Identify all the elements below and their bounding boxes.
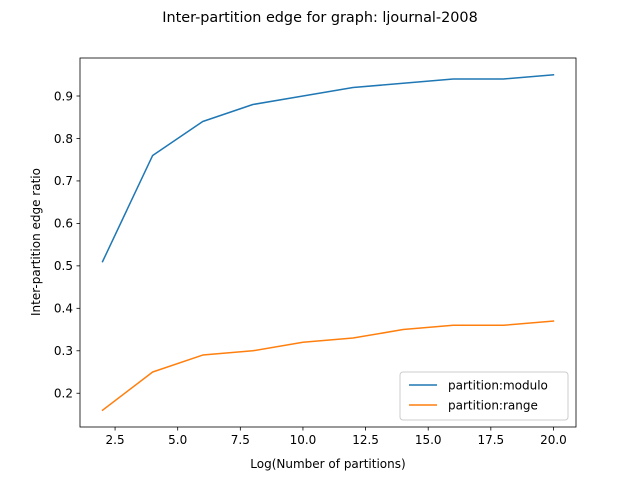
chart-title: Inter-partition edge for graph: ljournal… bbox=[162, 10, 478, 26]
axes: 2.5 5.0 7.5 10.0 12.5 15.0 17.5 20.0 0.2 0.3 0.4 0.… bbox=[54, 57, 577, 447]
y-tick-label: 0.6 bbox=[54, 217, 73, 231]
legend-label-2: partition:range bbox=[448, 398, 538, 412]
x-tick-label: 15.0 bbox=[415, 433, 442, 447]
x-axis-label: Log(Number of partitions) bbox=[250, 457, 405, 471]
y-tick-label: 0.3 bbox=[54, 344, 73, 358]
y-axis-label: Inter-partition edge ratio bbox=[29, 168, 43, 316]
plot-area bbox=[101, 73, 555, 412]
axes-frame bbox=[79, 57, 577, 428]
y-tick-label: 0.7 bbox=[54, 174, 73, 188]
y-tick-label: 0.8 bbox=[54, 132, 73, 146]
y-tick-label: 0.4 bbox=[54, 302, 73, 316]
x-tick-label: 5.0 bbox=[168, 433, 187, 447]
x-tick-label: 2.5 bbox=[106, 433, 125, 447]
x-tick-label: 12.5 bbox=[352, 433, 379, 447]
series-line-1 bbox=[101, 73, 555, 263]
y-tick-label: 0.9 bbox=[54, 89, 73, 103]
x-tick-label: 17.5 bbox=[477, 433, 504, 447]
legend-box bbox=[399, 371, 569, 421]
y-tick-label: 0.2 bbox=[54, 387, 73, 401]
x-tick-label: 20.0 bbox=[540, 433, 567, 447]
legend-label-1: partition:modulo bbox=[448, 378, 548, 392]
y-tick-label: 0.5 bbox=[54, 259, 73, 273]
legend: partition:modulo partition:range bbox=[399, 371, 569, 421]
x-tick-label: 7.5 bbox=[231, 433, 250, 447]
x-tick-label: 10.0 bbox=[290, 433, 317, 447]
series-line-2 bbox=[101, 320, 555, 412]
